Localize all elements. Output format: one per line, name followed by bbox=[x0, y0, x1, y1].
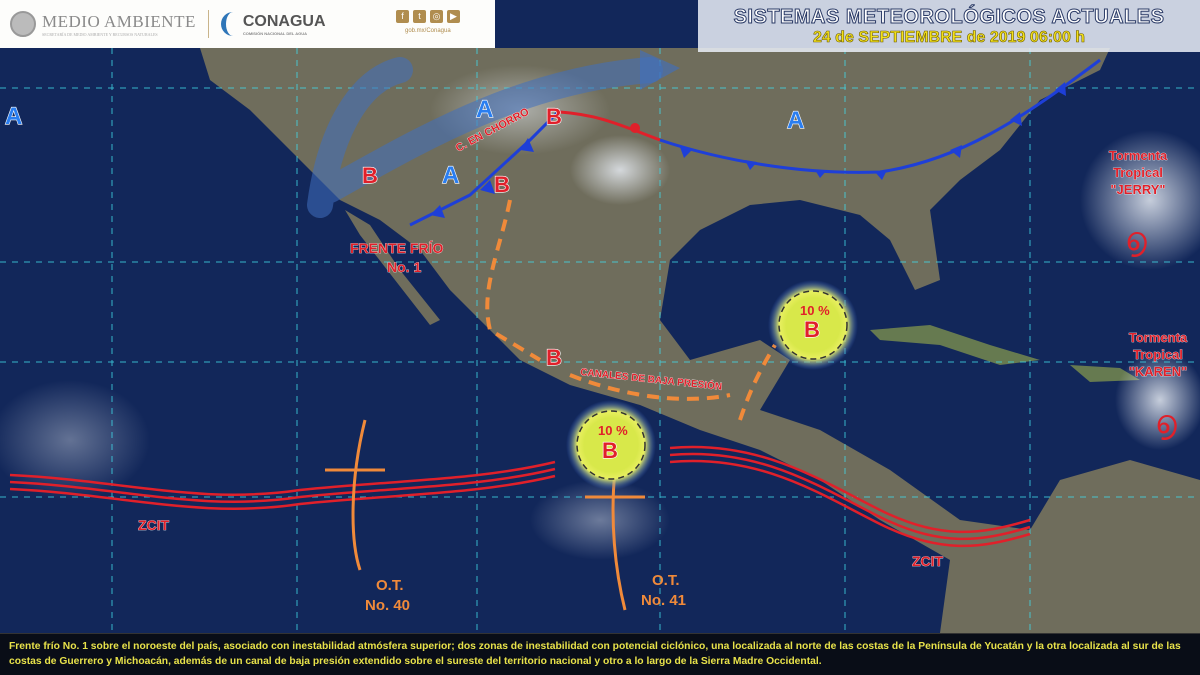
low-pressure-label: B bbox=[804, 317, 820, 342]
tropical-storm-icon: ൭ bbox=[1125, 221, 1147, 257]
svg-text:Tormenta: Tormenta bbox=[1129, 330, 1188, 345]
disturbance-zone-guerrero bbox=[566, 400, 656, 490]
warm-front bbox=[559, 110, 661, 142]
front-label: FRENTE FRÍO bbox=[350, 240, 443, 256]
storm-jerry-label: Tormenta Tropical "JERRY" bbox=[1109, 148, 1169, 198]
forecast-summary: Frente frío No. 1 sobre el noroeste del … bbox=[0, 633, 1200, 675]
probability-label: 10 % bbox=[598, 423, 628, 438]
map-date: 24 de SEPTIEMBRE de 2019 06:00 h bbox=[812, 29, 1086, 47]
agency-name: CONAGUA COMISIÓN NACIONAL DEL AGUA bbox=[242, 12, 326, 36]
low-pressure-label: B bbox=[546, 104, 562, 129]
svg-text:"KAREN": "KAREN" bbox=[1129, 364, 1188, 379]
map-title: SISTEMAS METEOROLÓGICOS ACTUALES bbox=[733, 6, 1165, 29]
probability-label: 10 % bbox=[800, 303, 830, 318]
svg-text:"JERRY": "JERRY" bbox=[1110, 182, 1165, 197]
land-cuba bbox=[870, 325, 1040, 365]
tropical-wave-label: No. 41 bbox=[641, 592, 686, 609]
trough-southeast bbox=[569, 343, 777, 421]
twitter-icon[interactable]: t bbox=[413, 10, 426, 23]
tropical-wave-label: O.T. bbox=[652, 572, 680, 589]
front-label: No. 1 bbox=[387, 259, 421, 275]
tropical-wave-40 bbox=[325, 419, 385, 571]
itcz-label: ZCIT bbox=[912, 553, 944, 569]
youtube-icon[interactable]: ▶ bbox=[447, 10, 460, 23]
social-url[interactable]: gob.mx/Conagua bbox=[405, 28, 451, 34]
itcz-west bbox=[9, 460, 556, 510]
tropical-wave-label: O.T. bbox=[376, 577, 404, 594]
low-pressure-label: B bbox=[362, 163, 378, 188]
map-title-box: SISTEMAS METEOROLÓGICOS ACTUALES 24 de S… bbox=[698, 0, 1200, 52]
high-pressure-label: A bbox=[476, 96, 493, 123]
land-baja bbox=[345, 210, 440, 325]
svg-text:Tormenta: Tormenta bbox=[1109, 148, 1168, 163]
low-pressure-label: B bbox=[494, 172, 510, 197]
high-pressure-label: A bbox=[787, 107, 804, 134]
storm-karen-label: Tormenta Tropical "KAREN" bbox=[1128, 330, 1188, 380]
svg-text:Tropical: Tropical bbox=[1113, 165, 1163, 180]
agency-name: MEDIO AMBIENTE SECRETARÍA DE MEDIO AMBIEN… bbox=[42, 11, 196, 37]
low-pressure-label: B bbox=[546, 345, 562, 370]
mexico-seal-icon bbox=[10, 11, 36, 37]
high-pressure-label: A bbox=[5, 103, 22, 130]
agency-header: MEDIO AMBIENTE SECRETARÍA DE MEDIO AMBIEN… bbox=[0, 0, 495, 48]
svg-text:Tropical: Tropical bbox=[1133, 347, 1183, 362]
conagua-logo-icon bbox=[220, 12, 239, 36]
social-links: f t ◎ ▶ bbox=[396, 10, 460, 23]
tropical-storm-icon: ൭ bbox=[1155, 404, 1177, 440]
low-pressure-label: B bbox=[602, 438, 618, 463]
tropical-wave-label: No. 40 bbox=[365, 597, 410, 614]
trough-sierra bbox=[485, 199, 542, 362]
high-pressure-label: A bbox=[442, 162, 459, 189]
land-north-america bbox=[200, 48, 1200, 633]
facebook-icon[interactable]: f bbox=[396, 10, 409, 23]
divider bbox=[207, 10, 209, 38]
itcz-east bbox=[669, 445, 1031, 548]
disturbance-zone-yucatan bbox=[768, 280, 858, 370]
itcz-label: ZCIT bbox=[138, 517, 170, 533]
instagram-icon[interactable]: ◎ bbox=[430, 10, 443, 23]
jet-stream-arrow bbox=[307, 57, 663, 218]
